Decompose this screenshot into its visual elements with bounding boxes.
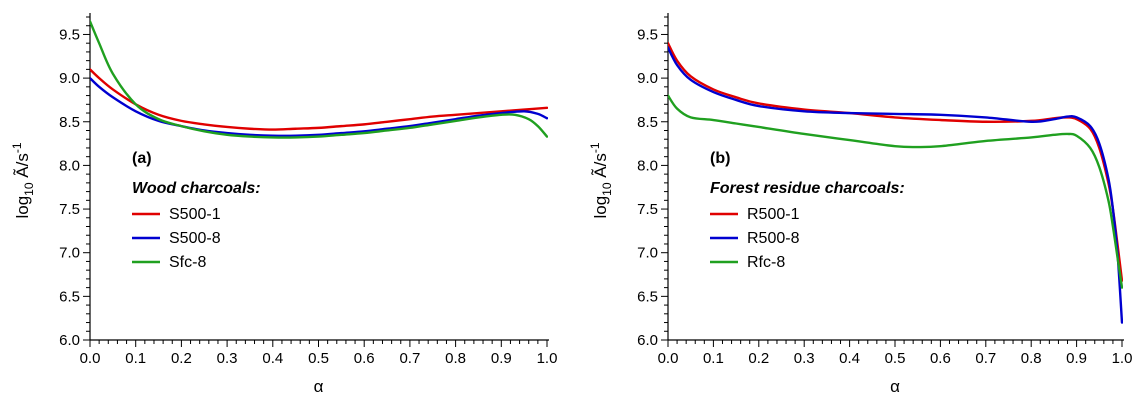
y-title-superscript: -1	[588, 142, 602, 153]
x-tick-label: 0.1	[703, 350, 724, 367]
series-line-s500-1	[90, 68, 548, 131]
chart-panel-a: 6.0 6.5 7.0 7.5 8.0 8.5 9.0 9.5 0.0 0.1 0.2 0.3 0.4 0…	[10, 13, 557, 396]
x-tick-label: 0.4	[262, 350, 283, 367]
legend-label: R500-1	[747, 206, 800, 223]
x-tick-label: 0.0	[80, 350, 101, 367]
x-tick-label: 1.0	[1112, 350, 1133, 367]
y-title-base: log	[13, 196, 32, 219]
series-line-sfc-8	[90, 20, 548, 139]
legend-label: R500-8	[747, 230, 800, 247]
x-tick-label: 0.2	[171, 350, 192, 367]
legend-title: Wood charcoals:	[132, 180, 261, 197]
y-tick-label: 9.0	[59, 70, 80, 87]
y-tick-label: 8.0	[59, 157, 80, 174]
y-tick-label: 7.5	[59, 201, 80, 218]
series-line-s500-8	[90, 76, 548, 138]
x-tick-label: 0.5	[308, 350, 329, 367]
x-tick-label: 0.6	[354, 350, 375, 367]
y-tick-label: 7.0	[59, 245, 80, 262]
chart-panel-b: 6.0 6.5 7.0 7.5 8.0 8.5 9.0 9.5 0.0 0.1 0.2 0.3 0.4 0…	[588, 13, 1132, 396]
x-tick-label: 0.5	[885, 350, 906, 367]
x-tick-label: 0.7	[399, 350, 420, 367]
x-axis-title: α	[890, 377, 900, 396]
x-tick-label: 0.1	[125, 350, 146, 367]
legend-label: Rfc-8	[747, 254, 785, 271]
y-tick-label: 7.0	[637, 245, 658, 262]
x-tick-label: 0.9	[491, 350, 512, 367]
y-title-base: log	[591, 196, 610, 219]
series-line-r500-1	[668, 41, 1123, 282]
y-title-subscript: 10	[22, 182, 36, 196]
x-tick-label: 0.7	[975, 350, 996, 367]
y-tick-label: 6.5	[637, 288, 658, 305]
x-tick-label: 0.9	[1066, 350, 1087, 367]
y-tick-label: 7.5	[637, 201, 658, 218]
x-tick-label: 0.3	[217, 350, 238, 367]
y-tick-label: 9.0	[637, 70, 658, 87]
y-title-unit: Ã/s	[591, 153, 610, 182]
y-axis-title: log10 Ã/s-1	[588, 142, 614, 218]
y-tick-label: 8.5	[637, 114, 658, 131]
y-axis-title: log10 Ã/s-1	[10, 142, 36, 218]
x-tick-label: 1.0	[537, 350, 558, 367]
x-tick-label: 0.0	[658, 350, 679, 367]
series-group	[90, 20, 548, 139]
series-group	[668, 41, 1123, 324]
panel-label: (a)	[132, 150, 152, 167]
x-tick-label: 0.8	[445, 350, 466, 367]
x-tick-label: 0.8	[1021, 350, 1042, 367]
y-tick-label: 8.5	[59, 114, 80, 131]
y-tick-label: 6.5	[59, 288, 80, 305]
panel-label: (b)	[710, 150, 730, 167]
y-tick-label: 6.0	[59, 332, 80, 349]
legend-label: S500-8	[169, 230, 221, 247]
x-axis-title: α	[314, 377, 324, 396]
legend-label: S500-1	[169, 206, 221, 223]
y-tick-label: 8.0	[637, 157, 658, 174]
y-tick-label: 6.0	[637, 332, 658, 349]
y-title-superscript: -1	[10, 142, 24, 153]
series-line-rfc-8	[668, 94, 1123, 289]
x-tick-label: 0.2	[748, 350, 769, 367]
y-tick-label: 9.5	[59, 26, 80, 43]
x-tick-label: 0.6	[930, 350, 951, 367]
legend-label: Sfc-8	[169, 254, 206, 271]
x-tick-label: 0.3	[794, 350, 815, 367]
y-title-subscript: 10	[600, 182, 614, 196]
y-title-unit: Ã/s	[13, 153, 32, 182]
series-line-r500-8	[668, 46, 1123, 324]
legend-title: Forest residue charcoals:	[710, 180, 905, 197]
x-tick-label: 0.4	[839, 350, 860, 367]
y-tick-label: 9.5	[637, 26, 658, 43]
